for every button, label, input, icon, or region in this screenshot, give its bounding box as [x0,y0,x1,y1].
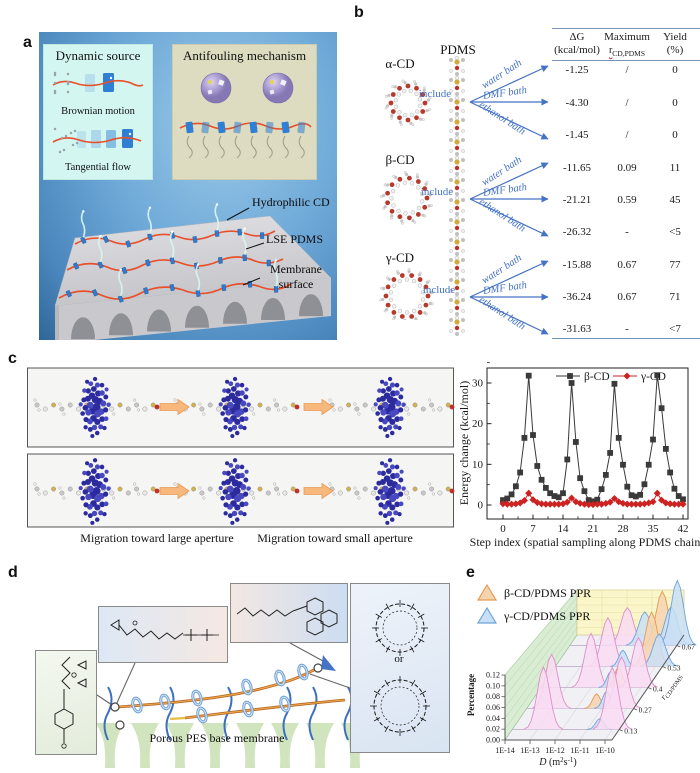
energy-change-chart: 0 7 14 21 28 35 42 0 10 20 30 Step index (spatial s… [458,362,700,549]
brownian-motion-graphic [52,71,144,95]
table-row: -36.24 0.67 71 [562,291,681,303]
crosslinker-structure [110,619,219,641]
svg-text:35: 35 [647,523,659,535]
antifouling-box: Antifouling mechanism [172,44,317,180]
fluorophore-structure [236,597,338,636]
svg-text:γ-CD: γ-CD [640,371,666,383]
svg-text:1E-13: 1E-13 [520,746,540,755]
col-yield: Yield (%) [663,31,687,56]
col-rmax: Maximum rCD,PDMS [604,31,650,58]
legend-gamma-ppr: γ-CD/PDMS PPR [476,606,590,626]
gamma-ppr-triangle-icon [476,606,498,624]
svg-text:0.06: 0.06 [486,703,500,712]
migration-simulation-graphic [27,367,455,528]
include-label-alpha: include [418,88,452,100]
fluorophore-structure-box [230,583,348,643]
include-label-gamma: include [422,284,456,296]
tangential-flow-caption: Tangential flow [64,162,132,173]
svg-text:Energy change (kcal/mol): Energy change (kcal/mol) [458,381,471,505]
panel-label-a: a [23,34,32,51]
table-row: -1.45/0 [565,129,678,141]
antifouling-graphic [179,72,312,159]
tangential-flow-graphic [52,127,142,154]
svg-text:0.67: 0.67 [682,643,695,652]
cyclodextrin-structure-box [350,583,450,753]
svg-text:0.00: 0.00 [486,736,500,745]
annotation-membrane-surface: Membrane surface [270,262,322,291]
svg-text:1E-11: 1E-11 [570,746,589,755]
table-row: -1.25/0 [565,64,678,76]
svg-text:30: 30 [472,377,484,389]
monomer-structure-box [35,650,97,755]
panel-label-b: b [354,4,364,21]
table-row: -11.65 0.09 11 [562,162,681,174]
svg-text:42: 42 [677,523,688,535]
panel-label-e: e [466,564,475,581]
svg-text:0: 0 [500,523,506,535]
monomer-structure [54,656,87,749]
svg-text:21: 21 [587,523,598,535]
table-bottom-rule [552,338,700,339]
brownian-motion-caption: Brownian motion [61,106,135,117]
svg-text:0.10: 0.10 [486,681,500,690]
svg-text:14: 14 [557,523,569,535]
svg-text:0.04: 0.04 [486,714,500,723]
annotation-leader-lines [226,207,265,286]
svg-text:0.27: 0.27 [639,706,652,715]
panel-label-d: d [8,564,18,581]
svg-text:28: 28 [617,523,629,535]
svg-text:20: 20 [472,418,484,430]
caption-small-aperture: Migration toward small aperture [257,531,413,545]
svg-text:0.4: 0.4 [653,685,663,694]
svg-text:1E-10: 1E-10 [595,746,615,755]
svg-text:0.53: 0.53 [667,664,680,673]
crosslinker-structure-box [98,606,228,663]
table-row: -15.88 0.67 77 [562,259,681,271]
alpha-cd-label: α-CD [385,56,415,71]
svg-text:0.12: 0.12 [486,671,500,680]
svg-text:β-CD: β-CD [584,371,610,383]
svg-text:1E-12: 1E-12 [545,746,565,755]
legend-beta-ppr: β-CD/PDMS PPR [476,583,591,603]
annotation-lse-pdms: LSE PDMS [266,232,324,246]
panel-a-scheme: Dynamic source Brownian motion Tangentia… [39,32,337,340]
include-label-beta: include [420,186,454,198]
table-row: -21.21 0.59 45 [562,194,681,206]
svg-text:Percentage: Percentage [466,674,476,716]
pes-membrane-caption: Porous PES base membrane [149,731,285,745]
svg-text:Step index (spatial sampling a: Step index (spatial sampling along PDMS … [470,535,700,549]
svg-text:10: 10 [472,459,484,471]
pdms-label: PDMS [440,42,476,57]
svg-text:7: 7 [530,523,536,535]
pdms-chain-and-arrows [449,55,549,336]
svg-text:0.13: 0.13 [624,727,637,736]
table-header: ΔG (kcal/mol) Maximum rCD,PDMS Yield (%) [552,28,700,61]
diffusion-3d-chart: 0.00 0.02 0.04 0.06 0.08 0.100.12 1E-14 1E-13 1E… [466,579,697,768]
table-row: -26.32- <5 [562,226,681,238]
annotation-hydrophilic-cd: Hydrophilic CD [252,195,330,209]
svg-text:D (m2s-1): D (m2s-1) [538,756,576,768]
antifouling-title: Antifouling mechanism [182,48,307,63]
or-label: or [394,653,404,665]
table-row: -4.30/0 [565,97,678,109]
cd-ring-molecules [379,79,435,320]
svg-text:0: 0 [478,500,484,512]
svg-text:0.08: 0.08 [486,692,500,701]
dynamic-source-title: Dynamic source [55,48,141,63]
membrane-3d-graphic [54,203,332,340]
svg-text:1E-14: 1E-14 [495,746,515,755]
caption-large-aperture: Migration toward large aperture [80,531,234,545]
cyclodextrin-structures [370,600,430,736]
inclusion-table: ΔG (kcal/mol) Maximum rCD,PDMS Yield (%)… [552,28,700,343]
beta-cd-label: β-CD [385,152,415,167]
col-dg: ΔG (kcal/mol) [554,31,600,56]
dynamic-source-box: Dynamic source Brownian motion Tangentia… [43,44,153,180]
beta-ppr-triangle-icon [476,583,498,601]
svg-text:0.02: 0.02 [486,725,500,734]
table-row: -31.63- <7 [562,323,681,335]
panel-label-c: c [8,350,17,367]
gamma-cd-label: γ-CD [385,250,415,265]
